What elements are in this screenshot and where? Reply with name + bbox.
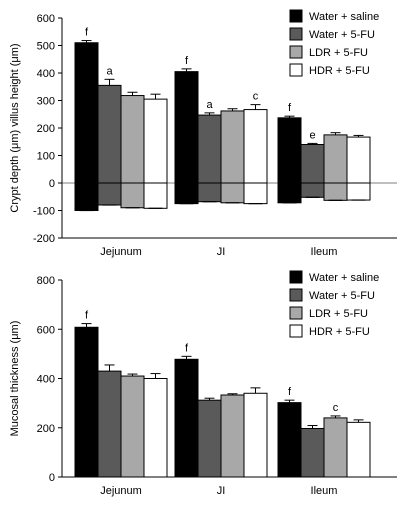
legend-label: HDR + 5-FU [309,65,370,77]
legend-swatch [289,63,303,77]
legend-label: Water + 5-FU [309,290,375,302]
legend-label: LDR + 5-FU [309,47,368,59]
x-tick-label: Ileum [311,485,338,497]
significance-label: a [106,65,113,77]
legend-label: Water + 5-FU [309,29,375,41]
legend-label: Water + saline [309,272,379,284]
significance-label: f [85,27,89,39]
bar-2-2 [197,114,222,184]
x-tick-label: JI [217,485,226,497]
bar-2-3 [300,144,325,184]
bar-2-2 [197,399,222,478]
legend-label: LDR + 5-FU [309,308,368,320]
y-tick-label: 600 [37,324,55,336]
legend-swatch [289,324,303,338]
bar-4-3 [346,421,371,478]
x-tick-label: Ileum [311,246,338,258]
y-axis-title: Mucosal thickness (μm) [9,321,21,437]
y-tick-label: 200 [37,423,55,435]
legend-label: HDR + 5-FU [309,326,370,338]
bar-1-3 [277,117,302,184]
bar-4-2 [243,392,268,478]
y-tick-label: 100 [37,151,55,163]
bar-1-2 [174,71,199,184]
significance-label: c [253,91,259,103]
x-tick-label: JI [217,246,226,258]
bar-4-3 [346,136,371,184]
significance-label: f [185,55,189,67]
neg-bar-2-2 [197,182,222,203]
significance-label: c [333,402,339,414]
bar-1-3 [277,402,302,478]
neg-bar-2-1 [97,182,122,206]
bar-4-2 [243,109,268,184]
chart-panel-1: -200 -100 0 100 200 300 400 500 600 Crypt depth (… [9,9,397,258]
bar-3-1 [120,375,145,478]
neg-bar-1-2 [174,182,199,205]
significance-label: f [288,102,292,114]
x-tick-label: Jejunum [100,246,142,258]
legend-swatch [289,27,303,41]
bar-3-1 [120,95,145,184]
neg-bar-4-3 [346,182,371,201]
bar-4-1 [143,98,168,184]
y-tick-label: -200 [33,233,55,245]
bar-3-3 [323,134,348,184]
chart-panel-2: 0 200 400 600 800 Mucosal thickness (μm) f Jeju… [9,270,397,497]
y-tick-label: 400 [37,68,55,80]
neg-bar-4-1 [143,182,168,209]
y-tick-label: 600 [37,13,55,25]
x-tick-label: Jejunum [100,485,142,497]
bar-2-1 [97,370,122,478]
neg-bar-2-3 [300,182,325,198]
y-tick-label: 0 [49,472,55,484]
bar-3-2 [220,394,245,478]
significance-label: a [206,99,213,111]
significance-label: f [85,310,89,322]
bar-2-1 [97,84,122,184]
y-tick-label: 0 [49,178,55,190]
legend-swatch [289,9,303,23]
legend-label: Water + saline [309,11,379,23]
neg-bar-4-2 [243,182,268,205]
significance-label: f [185,342,189,354]
y-tick-label: 500 [37,41,55,53]
bar-1-2 [174,358,199,478]
neg-bar-1-3 [277,182,302,204]
legend-swatch [289,270,303,284]
neg-bar-3-2 [220,182,245,204]
legend-swatch [289,306,303,320]
y-tick-label: 800 [37,275,55,287]
bar-3-2 [220,110,245,184]
y-tick-label: 400 [37,374,55,386]
bar-4-1 [143,378,168,478]
y-tick-label: 300 [37,96,55,108]
bar-3-3 [323,417,348,478]
neg-bar-1-1 [74,182,99,211]
legend-swatch [289,45,303,59]
y-tick-label: -100 [33,206,55,218]
neg-bar-3-1 [120,182,145,209]
legend-swatch [289,288,303,302]
bar-1-1 [74,42,99,184]
bar-1-1 [74,326,99,478]
y-tick-label: 200 [37,123,55,135]
significance-label: e [309,129,315,141]
bar-2-3 [300,427,325,478]
neg-bar-3-3 [323,182,348,201]
y-axis-title: Crypt depth (μm) villus height (μm) [9,43,21,212]
significance-label: f [288,386,292,398]
